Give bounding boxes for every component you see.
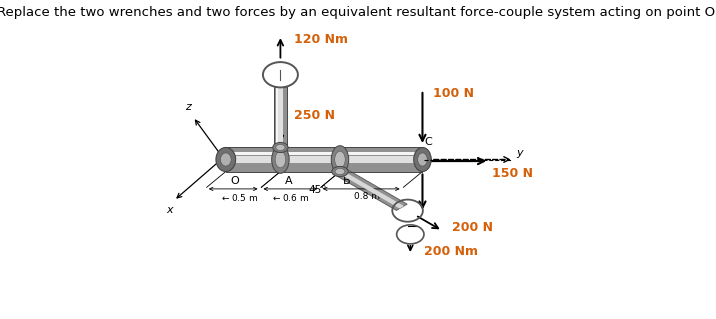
Text: z: z (185, 102, 190, 112)
Text: O: O (231, 176, 239, 186)
Ellipse shape (273, 142, 288, 152)
Bar (276, 87, 279, 147)
Text: 200 Nm: 200 Nm (424, 245, 478, 258)
Text: 250 N: 250 N (294, 109, 335, 122)
Bar (226, 156, 422, 163)
Text: y: y (516, 148, 523, 158)
Ellipse shape (271, 146, 289, 173)
Text: 45°: 45° (309, 185, 326, 196)
Ellipse shape (221, 153, 231, 166)
Polygon shape (338, 170, 404, 209)
Text: A: A (285, 176, 292, 186)
Text: $\leftarrow$0.6 m: $\leftarrow$0.6 m (271, 192, 309, 203)
Bar (226, 147, 422, 172)
Text: 0.8 m: 0.8 m (354, 192, 379, 201)
Text: C: C (424, 137, 432, 147)
Text: B: B (343, 176, 350, 186)
Ellipse shape (216, 147, 236, 172)
Text: Replace the two wrenches and two forces by an equivalent resultant force-couple : Replace the two wrenches and two forces … (0, 6, 716, 19)
Ellipse shape (332, 167, 348, 177)
Ellipse shape (414, 147, 431, 172)
Text: 120 Nm: 120 Nm (294, 33, 348, 47)
Ellipse shape (276, 145, 285, 151)
Text: 150 N: 150 N (492, 167, 533, 180)
Polygon shape (334, 168, 407, 211)
Text: 200 N: 200 N (453, 221, 493, 234)
Ellipse shape (417, 153, 427, 166)
Text: 100 N: 100 N (433, 86, 475, 100)
Bar (278, 87, 283, 147)
Text: x: x (167, 205, 173, 215)
Ellipse shape (275, 151, 286, 168)
Bar (274, 87, 287, 147)
Ellipse shape (334, 151, 345, 168)
Text: $\leftarrow$0.5 m: $\leftarrow$0.5 m (220, 192, 258, 203)
Ellipse shape (335, 168, 345, 174)
Ellipse shape (332, 146, 349, 173)
Bar (226, 152, 422, 155)
